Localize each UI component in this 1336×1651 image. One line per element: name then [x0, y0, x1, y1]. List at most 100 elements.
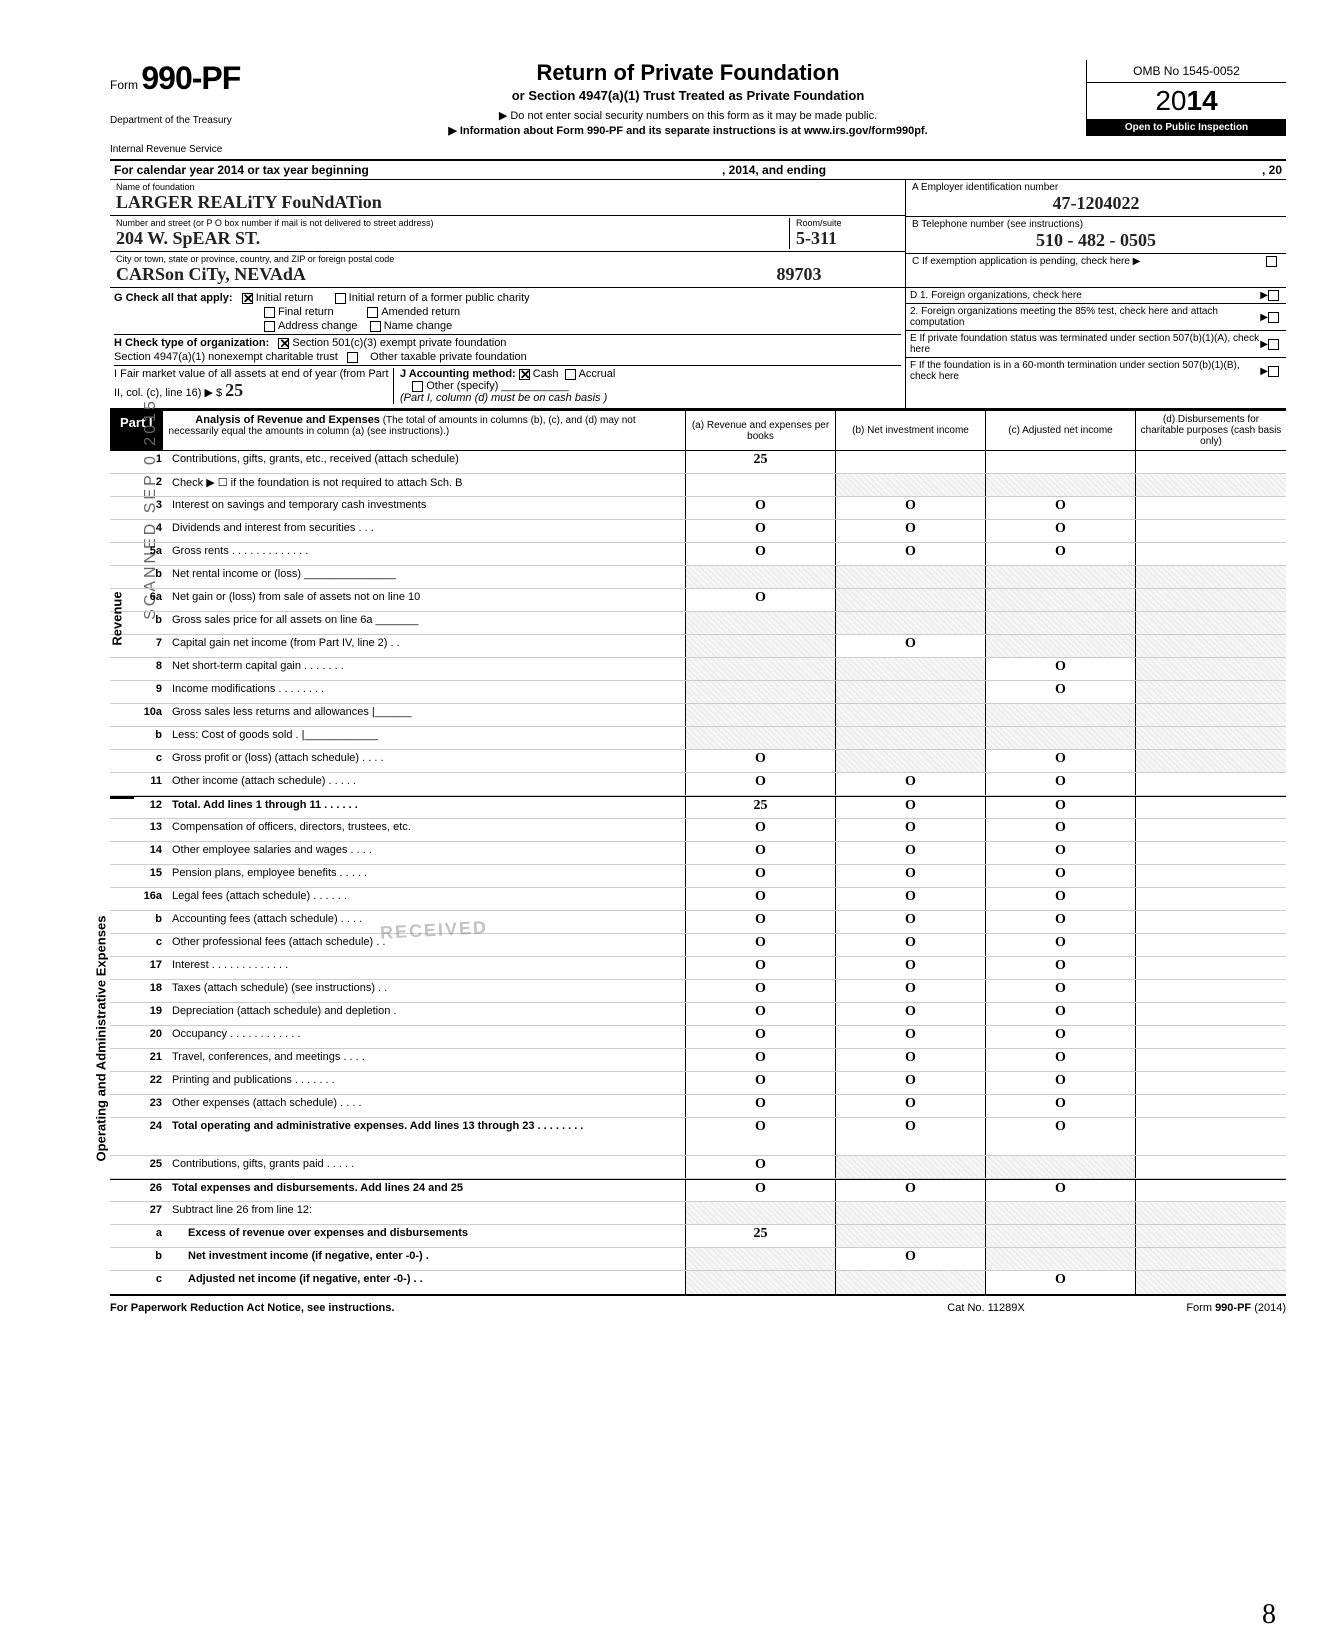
j-opt-2: Other (specify) [426, 380, 498, 392]
row-cell: O [836, 497, 986, 519]
row-number: 14 [134, 842, 168, 864]
row-cell [1136, 1202, 1286, 1224]
d2-checkbox[interactable] [1268, 312, 1279, 323]
row-cell: O [686, 543, 836, 565]
row-cell: O [686, 750, 836, 772]
addr-label: Number and street (or P O box number if … [116, 218, 789, 228]
g-final-checkbox[interactable] [264, 307, 275, 318]
row-cell: O [836, 1026, 986, 1048]
g-former-checkbox[interactable] [335, 293, 346, 304]
row-desc: Capital gain net income (from Part IV, l… [168, 635, 686, 657]
table-row: 3Interest on savings and temporary cash … [110, 497, 1286, 520]
row-desc: Taxes (attach schedule) (see instruction… [168, 980, 686, 1002]
row-cell: O [686, 842, 836, 864]
part1-header: Part I Analysis of Revenue and Expenses … [110, 409, 1286, 451]
g-label: G Check all that apply: [114, 292, 233, 304]
g-opt-4: Address change [278, 320, 358, 332]
row-number: 4 [134, 520, 168, 542]
foundation-addr: 204 W. SpEAR ST. [116, 228, 789, 249]
row-desc: Excess of revenue over expenses and disb… [168, 1225, 686, 1247]
part1-cells: Analysis of Revenue and Expenses (The to… [163, 411, 1286, 450]
row-cell: 25 [686, 1225, 836, 1247]
year-bold: 14 [1187, 85, 1218, 116]
row-number: a [134, 1225, 168, 1247]
row-number: b [134, 1248, 168, 1270]
row-number: 6a [134, 589, 168, 611]
h-501c3-checkbox[interactable] [278, 338, 289, 349]
row-cell: O [986, 1072, 1136, 1094]
g-amended-checkbox[interactable] [367, 307, 378, 318]
row-cell [986, 589, 1136, 611]
row-desc: Adjusted net income (if negative, enter … [168, 1271, 686, 1294]
row-cell: O [986, 750, 1136, 772]
j-accrual-checkbox[interactable] [565, 369, 576, 380]
page-mark: 8 [1262, 1599, 1276, 1631]
row-cell [986, 566, 1136, 588]
row-cell [1136, 681, 1286, 703]
row-desc: Travel, conferences, and meetings . . . … [168, 1049, 686, 1071]
e-checkbox[interactable] [1268, 339, 1279, 350]
row-cell: O [836, 957, 986, 979]
table-row: 4Dividends and interest from securities … [110, 520, 1286, 543]
row-cell [836, 566, 986, 588]
row-cell [1136, 773, 1286, 795]
table-row: 2Check ▶ ☐ if the foundation is not requ… [110, 474, 1286, 497]
f-checkbox[interactable] [1268, 366, 1279, 377]
row-cell [986, 704, 1136, 726]
row-cell: O [986, 888, 1136, 910]
form-note-1: ▶ Do not enter social security numbers o… [298, 109, 1078, 122]
row-number: 27 [134, 1202, 168, 1224]
row-cell: O [686, 1026, 836, 1048]
row-cell [686, 681, 836, 703]
table-row: aExcess of revenue over expenses and dis… [110, 1225, 1286, 1248]
row-cell [1136, 1180, 1286, 1201]
g-name-checkbox[interactable] [370, 321, 381, 332]
h-label: H Check type of organization: [114, 337, 269, 349]
row-cell [1136, 1049, 1286, 1071]
g-opt-2: Final return [278, 306, 334, 318]
h-4947-checkbox[interactable] [347, 352, 358, 363]
foundation-name: LARGER REALiTY FouNdATion [116, 192, 899, 213]
table-row: 14Other employee salaries and wages . . … [110, 842, 1286, 865]
info-left: Name of foundation LARGER REALiTY FouNdA… [110, 180, 906, 287]
g-initial-checkbox[interactable] [242, 293, 253, 304]
info-right: A Employer identification number 47-1204… [906, 180, 1286, 287]
city-label: City or town, state or province, country… [116, 254, 699, 264]
row-cell: O [836, 1180, 986, 1201]
row-cell: O [986, 957, 1136, 979]
c-label: C If exemption application is pending, c… [912, 256, 1266, 267]
row-cell: O [836, 911, 986, 933]
table-row: 18Taxes (attach schedule) (see instructi… [110, 980, 1286, 1003]
row-cell: O [986, 911, 1136, 933]
table-row: cOther professional fees (attach schedul… [110, 934, 1286, 957]
table-row: cAdjusted net income (if negative, enter… [110, 1271, 1286, 1294]
ghi-left: G Check all that apply: Initial return I… [110, 288, 906, 408]
j-cash-checkbox[interactable] [519, 369, 530, 380]
row-cell [1136, 1225, 1286, 1247]
c-checkbox[interactable] [1266, 256, 1277, 267]
row-cell [836, 1156, 986, 1178]
h-line: H Check type of organization: Section 50… [114, 337, 901, 349]
row-cell [1136, 888, 1286, 910]
table-row: bLess: Cost of goods sold . |___________… [110, 727, 1286, 750]
d1-checkbox[interactable] [1268, 290, 1279, 301]
row-cell: O [836, 1118, 986, 1155]
row-cell: O [686, 957, 836, 979]
g-opt-0: Initial return [256, 292, 313, 304]
row-cell: O [686, 1003, 836, 1025]
ghi-block: G Check all that apply: Initial return I… [110, 288, 1286, 409]
row-cell: O [686, 1118, 836, 1155]
j-other-checkbox[interactable] [412, 381, 423, 392]
dept-treasury: Department of the Treasury [110, 115, 290, 126]
row-cell: O [686, 865, 836, 887]
form-header: Form 990-PF Department of the Treasury I… [110, 60, 1286, 161]
table-row: 17Interest . . . . . . . . . . . . .OOO [110, 957, 1286, 980]
table-row: 10aGross sales less returns and allowanc… [110, 704, 1286, 727]
g-address-checkbox[interactable] [264, 321, 275, 332]
g-line: G Check all that apply: Initial return I… [114, 292, 901, 304]
form-title: Return of Private Foundation [298, 60, 1078, 86]
row-cell: O [686, 520, 836, 542]
row-number: 3 [134, 497, 168, 519]
row-cell [1136, 727, 1286, 749]
row-number: 20 [134, 1026, 168, 1048]
